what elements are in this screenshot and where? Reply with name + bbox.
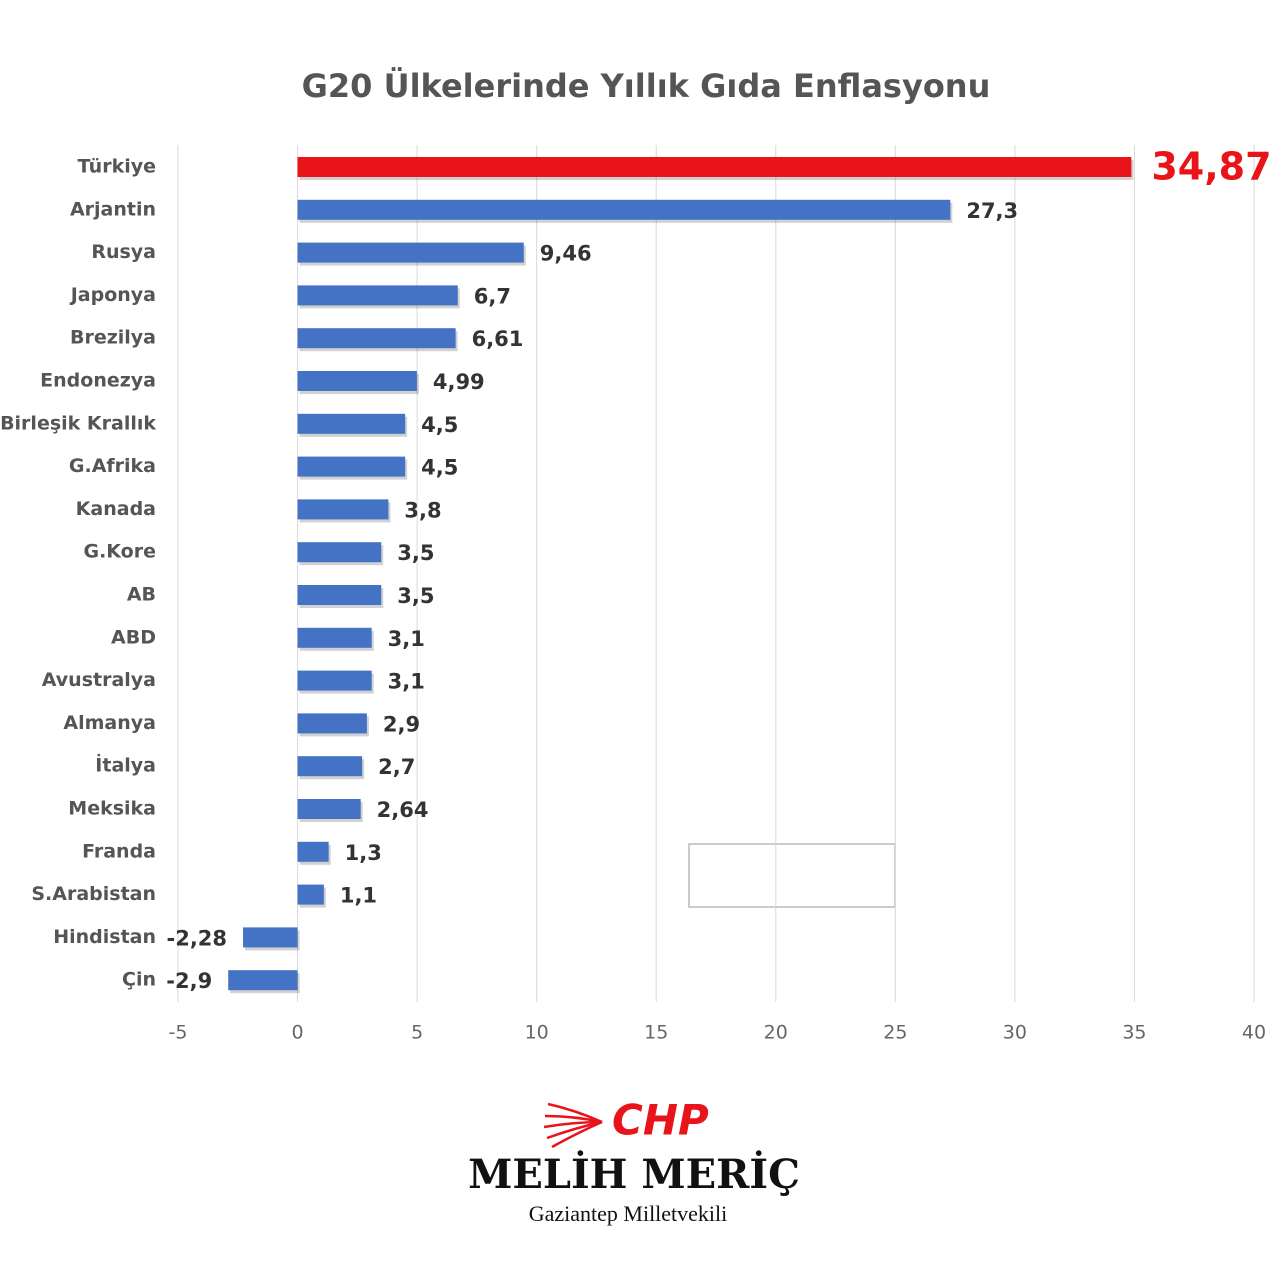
bar <box>297 627 372 648</box>
x-tick-label: 20 <box>764 1022 788 1044</box>
x-tick-label: 25 <box>883 1022 907 1044</box>
x-tick-label: 15 <box>644 1022 668 1044</box>
bar <box>297 670 372 691</box>
bar <box>297 499 389 520</box>
y-tick-label: Brezilya <box>70 327 156 349</box>
x-tick-label: 35 <box>1122 1022 1146 1044</box>
bar <box>243 927 298 948</box>
value-label: 2,9 <box>383 712 420 736</box>
y-tick-label: Rusya <box>91 241 156 263</box>
y-tick-label: Kanada <box>76 498 156 520</box>
bar <box>297 242 524 263</box>
bar <box>228 970 298 991</box>
y-tick-label: Çin <box>122 969 156 991</box>
value-label: 4,5 <box>421 456 458 480</box>
x-tick-label: 10 <box>525 1022 549 1044</box>
y-tick-label: AB <box>127 584 156 606</box>
logo-lines <box>543 1102 603 1149</box>
bar <box>297 328 456 349</box>
bar <box>297 285 458 306</box>
y-tick-label: Franda <box>82 840 156 862</box>
value-label: 2,7 <box>378 755 415 779</box>
y-tick-label: Almanya <box>63 712 156 734</box>
chart-title: G20 Ülkelerinde Yıllık Gıda Enflasyonu <box>302 67 991 105</box>
y-tick-label: Endonezya <box>40 370 156 392</box>
logo-text: CHP <box>612 1096 709 1145</box>
x-tick-label: -5 <box>169 1022 188 1044</box>
bar <box>297 585 382 605</box>
value-label: 34,87 <box>1151 145 1271 189</box>
x-tick-label: 5 <box>411 1022 423 1044</box>
bar <box>297 799 361 819</box>
value-label: 4,5 <box>421 413 458 437</box>
value-label: 3,8 <box>404 498 441 522</box>
bar <box>297 542 382 563</box>
bar <box>297 371 417 391</box>
y-tick-label: Avustralya <box>42 669 156 691</box>
y-tick-label: S.Arabistan <box>31 883 156 905</box>
bar <box>297 456 406 477</box>
y-tick-label: G.Afrika <box>69 455 156 477</box>
bar <box>297 884 324 905</box>
bar <box>297 413 406 434</box>
x-tick-label: 30 <box>1003 1022 1027 1044</box>
y-tick-label: Meksika <box>68 798 156 820</box>
value-label: 3,1 <box>388 670 425 694</box>
x-tick-label: 0 <box>292 1022 304 1044</box>
bar <box>297 841 329 862</box>
y-tick-label: ABD <box>111 626 156 648</box>
value-label: 6,7 <box>474 284 511 308</box>
bar <box>297 713 367 734</box>
value-label: 27,3 <box>966 199 1018 223</box>
value-label: -2,28 <box>167 926 228 950</box>
y-tick-label: İtalya <box>95 753 156 777</box>
value-label: 2,64 <box>377 798 429 822</box>
bar <box>297 157 1132 177</box>
y-tick-label: Hindistan <box>53 926 156 948</box>
value-label: 1,3 <box>345 841 382 865</box>
x-tick-label: 40 <box>1242 1022 1266 1044</box>
y-tick-label: Birleşik Krallık <box>0 412 156 434</box>
value-label: 3,5 <box>397 541 434 565</box>
bar <box>297 199 951 220</box>
value-label: 6,61 <box>472 327 524 351</box>
y-tick-label: Japonya <box>69 284 156 306</box>
value-label: 3,5 <box>397 584 434 608</box>
footer-subtitle: Gaziantep Milletvekili <box>529 1201 728 1226</box>
y-tick-label: Arjantin <box>70 198 156 220</box>
bar <box>297 756 363 777</box>
footer-name: MELİH MERİÇ <box>468 1151 800 1198</box>
empty-box <box>688 843 896 908</box>
y-tick-label: G.Kore <box>83 541 156 563</box>
y-tick-label: Türkiye <box>78 156 156 178</box>
value-label: -2,9 <box>166 969 212 993</box>
value-label: 9,46 <box>540 242 592 266</box>
value-label: 4,99 <box>433 370 485 394</box>
value-label: 1,1 <box>340 884 377 908</box>
value-label: 3,1 <box>388 627 425 651</box>
